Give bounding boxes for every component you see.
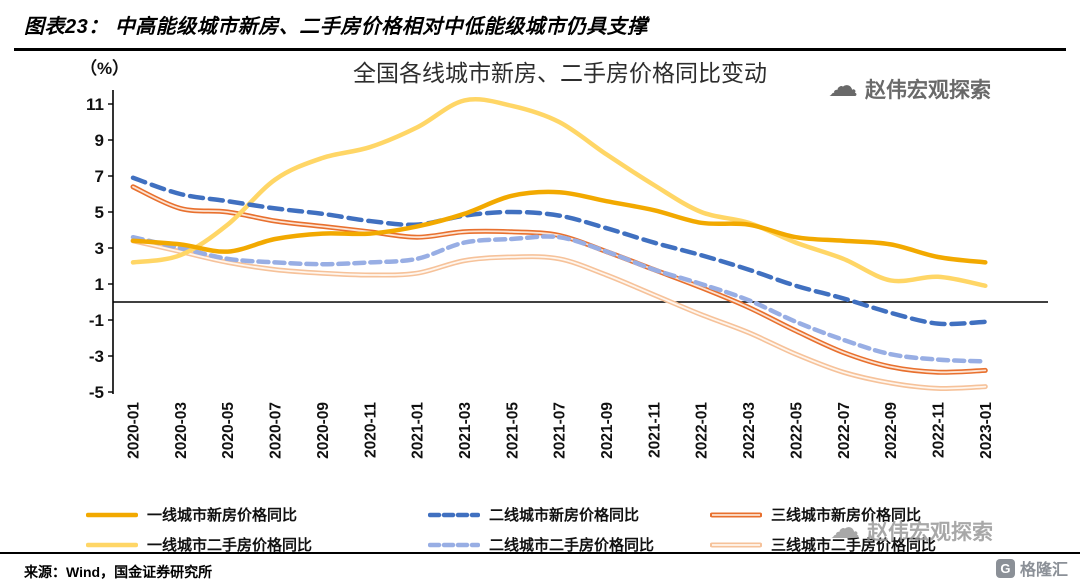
legend-swatch [86, 512, 138, 517]
legend-swatch [710, 542, 762, 547]
svg-text:2020-01: 2020-01 [126, 402, 143, 459]
svg-text:2020-09: 2020-09 [315, 402, 332, 459]
svg-text:2020-07: 2020-07 [268, 402, 285, 459]
svg-text:2022-09: 2022-09 [883, 402, 900, 459]
legend-item: 三线城市新房价格同比 [710, 504, 936, 525]
legend-swatch [710, 512, 762, 517]
legend-swatch [428, 542, 480, 547]
svg-text:2020-11: 2020-11 [362, 402, 379, 458]
figure-number: 图表23： [24, 16, 109, 38]
price-yoy-line-chart: 全国各线城市新房、二手房价格同比变动 （%） 11 9 7 5 3 1 -1 -3 -5 2020-0… [80, 58, 1048, 459]
svg-text:2022-03: 2022-03 [741, 402, 758, 459]
figure-title: 中高能级城市新房、二手房价格相对中低能级城市仍具支撑 [114, 16, 648, 38]
gelonghui-logo-text: 格隆汇 [1019, 562, 1068, 579]
legend-label: 二线城市新房价格同比 [489, 507, 640, 524]
legend-item: 二线城市新房价格同比 [428, 504, 710, 525]
legend-item: 三线城市二手房价格同比 [710, 534, 936, 555]
svg-text:-5: -5 [89, 383, 104, 402]
svg-text:-3: -3 [89, 347, 104, 366]
legend-label: 三线城市二手房价格同比 [771, 537, 937, 554]
chart-area: 全国各线城市新房、二手房价格同比变动 （%） 11 9 7 5 3 1 -1 -3 -5 2020-0… [24, 44, 1056, 496]
legend-item: 一线城市新房价格同比 [86, 504, 428, 525]
svg-text:5: 5 [95, 203, 104, 222]
chart-legend: 一线城市新房价格同比 二线城市新房价格同比 三线城市新房价格同比一线城市二手房价格同… [86, 504, 936, 555]
source-text: 来源：Wind，国金证券研究所 [24, 564, 213, 580]
svg-text:9: 9 [95, 131, 104, 150]
svg-text:2021-05: 2021-05 [504, 402, 521, 459]
svg-text:7: 7 [95, 167, 104, 186]
legend-item: 一线城市二手房价格同比 [86, 534, 428, 555]
svg-text:2021-07: 2021-07 [552, 402, 569, 459]
svg-text:2021-01: 2021-01 [410, 402, 427, 459]
legend-swatch [86, 542, 138, 547]
svg-text:11: 11 [86, 95, 104, 114]
legend-label: 一线城市新房价格同比 [147, 507, 298, 524]
svg-text:2020-05: 2020-05 [220, 402, 237, 459]
legend-label: 三线城市新房价格同比 [771, 507, 922, 524]
svg-text:1: 1 [95, 275, 104, 294]
source-bar: 来源：Wind，国金证券研究所 [0, 552, 1080, 582]
svg-text:2022-07: 2022-07 [836, 402, 853, 459]
svg-text:2021-03: 2021-03 [457, 402, 474, 459]
gelonghui-logo-icon: G [995, 558, 1015, 578]
svg-text:2021-09: 2021-09 [599, 402, 616, 459]
svg-text:全国各线城市新房、二手房价格同比变动: 全国各线城市新房、二手房价格同比变动 [353, 60, 767, 86]
legend-label: 二线城市二手房价格同比 [489, 537, 655, 554]
gelonghui-logo: G 格隆汇 [995, 556, 1068, 580]
svg-text:2021-11: 2021-11 [646, 402, 663, 458]
svg-text:2022-11: 2022-11 [931, 402, 948, 458]
svg-text:2022-01: 2022-01 [694, 402, 711, 459]
svg-text:2022-05: 2022-05 [788, 402, 805, 459]
svg-text:（%）: （%） [80, 58, 129, 78]
svg-text:2020-03: 2020-03 [173, 402, 190, 459]
legend-swatch [428, 512, 480, 517]
svg-text:3: 3 [95, 239, 104, 258]
svg-text:-1: -1 [89, 311, 104, 330]
figure-header: 图表23： 中高能级城市新房、二手房价格相对中低能级城市仍具支撑 [14, 6, 1066, 51]
svg-text:2023-01: 2023-01 [978, 402, 995, 459]
legend-item: 二线城市二手房价格同比 [428, 534, 710, 555]
legend-label: 一线城市二手房价格同比 [147, 537, 313, 554]
